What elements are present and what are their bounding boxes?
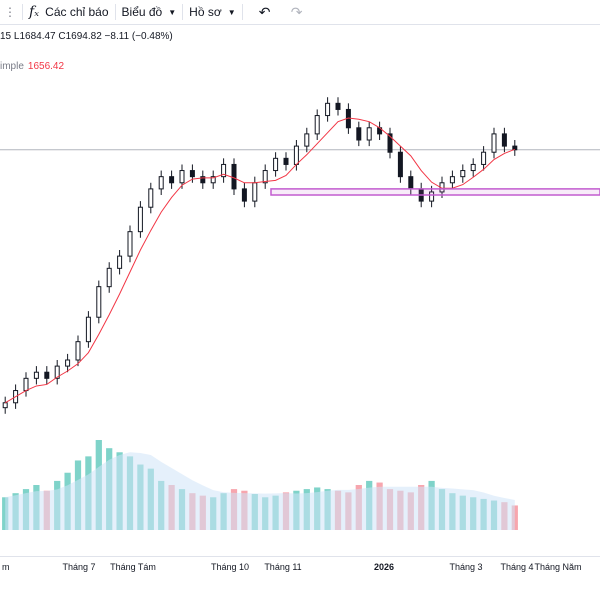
candle-body [179,170,185,184]
candle-body [304,133,310,147]
more-icon: ⋮ [4,5,16,19]
candle-body [252,182,258,202]
time-axis-label: Tháng 11 [264,562,302,572]
axis-divider [0,556,600,557]
indicators-button[interactable]: fₓ Các chỉ báo [23,0,115,24]
candle-body [210,176,216,184]
candle-body [325,102,331,117]
ma-label: imple [0,61,24,72]
candle-body [65,359,71,367]
indicators-label: Các chỉ báo [45,5,109,19]
candle-body [169,176,175,184]
candle-body [127,231,133,257]
time-axis[interactable]: m Tháng 7 Tháng Tám Tháng 10 Tháng 11 2026 Thá… [0,556,600,576]
candle-body [460,170,466,178]
candle-body [408,176,414,190]
support-zone-box [270,188,600,196]
time-axis-label: 2026 [373,562,395,572]
toolbar-divider [182,4,184,20]
ma-value: 1656.42 [27,61,65,72]
candle-body [366,127,372,141]
interval-fragment[interactable]: ⋮ [0,0,22,24]
candle-body [470,163,476,172]
candle-body [117,255,123,269]
time-axis-label: Tháng Tám [110,562,156,572]
candle-body [387,133,393,153]
time-axis-label: Tháng 7 [62,562,96,572]
undo-icon: ↶ [258,3,271,20]
price-chart[interactable] [0,25,600,556]
candle-body [335,102,341,110]
candle-body [449,176,455,184]
candle-body [158,176,164,190]
profile-button[interactable]: Hồ sơ ▼ [183,0,241,24]
ma-legend[interactable]: imple 1656.42 [0,61,64,72]
candle-body [429,191,435,202]
ohlc-text: 15 L1684.47 C1694.82 −8.11 (−0.48%) [0,31,173,42]
candle-body [221,163,227,178]
candle-body [293,145,299,165]
candle-body [54,365,60,379]
ohlc-legend: 15 L1684.47 C1694.82 −8.11 (−0.48%) [0,31,173,42]
candle-body [75,341,81,361]
candle-body [23,377,29,392]
candle-body [189,170,195,178]
top-toolbar: ⋮ fₓ Các chỉ báo Biểu đồ ▼ Hồ sơ ▼ ↶ ↷ [0,0,600,25]
redo-icon: ↷ [290,3,303,20]
candle-body [283,157,289,165]
candle-body [2,402,8,409]
candle-body [491,133,497,153]
chevron-down-icon: ▼ [227,7,236,17]
time-axis-label: Tháng Năm [534,562,582,572]
candle-body [481,151,487,165]
candle-body [262,170,268,184]
candle-body [273,157,279,172]
time-axis-label: Tháng 10 [210,562,250,572]
candle-body [241,188,247,202]
moving-average-line [4,117,515,404]
toolbar-divider [241,4,243,20]
chart-type-button[interactable]: Biểu đồ ▼ [116,0,183,24]
toolbar-divider [22,4,23,20]
candle-body [96,286,102,318]
candle-body [106,267,112,288]
volume-ma-area [5,452,515,530]
redo-button[interactable]: ↷ [281,0,313,24]
candle-body [85,316,91,343]
profile-label: Hồ sơ [189,5,222,19]
candle-body [231,163,237,190]
candle-body [512,145,518,151]
time-axis-label: Tháng 4 [500,562,534,572]
candle-body [137,206,143,233]
time-axis-label: m [2,562,10,572]
candle-body [397,151,403,178]
time-axis-label: Tháng 3 [449,562,483,572]
candle-body [33,371,39,379]
candle-body [356,127,362,141]
candle-body [44,371,50,379]
candle-body [314,115,320,135]
undo-button[interactable]: ↶ [249,0,281,24]
toolbar-divider [114,4,116,20]
chevron-down-icon: ▼ [168,7,177,17]
candle-body [501,133,507,147]
candle-body [200,176,206,184]
candle-body [148,188,154,208]
function-icon: fₓ [29,4,40,20]
chart-type-label: Biểu đồ [121,5,163,19]
